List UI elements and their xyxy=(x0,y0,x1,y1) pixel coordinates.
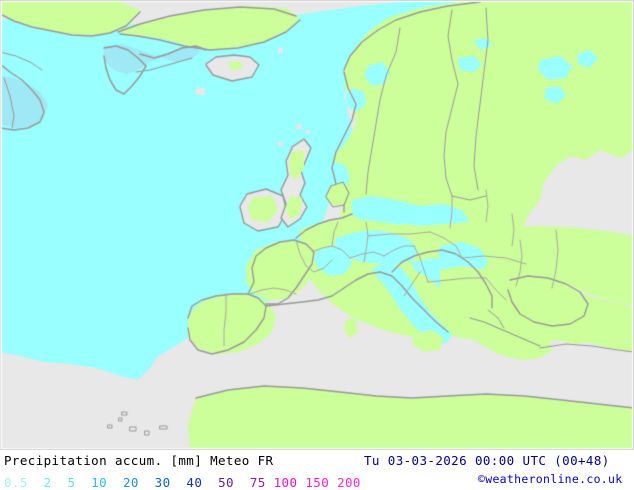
legend-stop-50[interactable]: 50 xyxy=(218,475,234,490)
legend-gap xyxy=(171,475,187,490)
map-footer: Precipitation accum. [mm] Meteo FR Tu 03… xyxy=(0,450,634,490)
legend-stop-40[interactable]: 40 xyxy=(186,475,203,490)
legend-gap xyxy=(28,475,44,490)
legend-gap xyxy=(266,475,274,490)
map-raster-canvas[interactable] xyxy=(0,0,634,450)
legend-stop-150[interactable]: 150 xyxy=(305,475,330,490)
legend-stop-20[interactable]: 20 xyxy=(122,475,139,490)
legend-gap xyxy=(139,475,155,490)
forecast-timestamp: Tu 03-03-2026 00:00 UTC (00+48) xyxy=(364,453,610,468)
legend-gap xyxy=(202,475,218,490)
legend-gap xyxy=(234,475,250,490)
legend-stop-200[interactable]: 200 xyxy=(337,475,361,490)
legend-gap xyxy=(75,475,91,490)
color-scale-legend[interactable]: 0.5 2 5 10 20 30 40 50 75 100 150 200 xyxy=(4,472,361,490)
legend-stop-2[interactable]: 2 xyxy=(43,475,52,490)
legend-stop-100[interactable]: 100 xyxy=(273,475,298,490)
legend-stop-75[interactable]: 75 xyxy=(249,475,266,490)
legend-gap xyxy=(297,475,305,490)
precipitation-map[interactable] xyxy=(0,0,634,450)
legend-stop-5[interactable]: 5 xyxy=(67,475,76,490)
legend-stop-10[interactable]: 10 xyxy=(91,475,108,490)
product-title: Precipitation accum. [mm] Meteo FR xyxy=(4,453,274,468)
legend-stop-30[interactable]: 30 xyxy=(154,475,171,490)
legend-gap xyxy=(52,475,68,490)
legend-stop-0.5[interactable]: 0.5 xyxy=(4,475,28,490)
copyright-link[interactable]: ©weatheronline.co.uk xyxy=(478,472,623,486)
legend-gap xyxy=(107,475,123,490)
legend-gap xyxy=(329,475,337,490)
